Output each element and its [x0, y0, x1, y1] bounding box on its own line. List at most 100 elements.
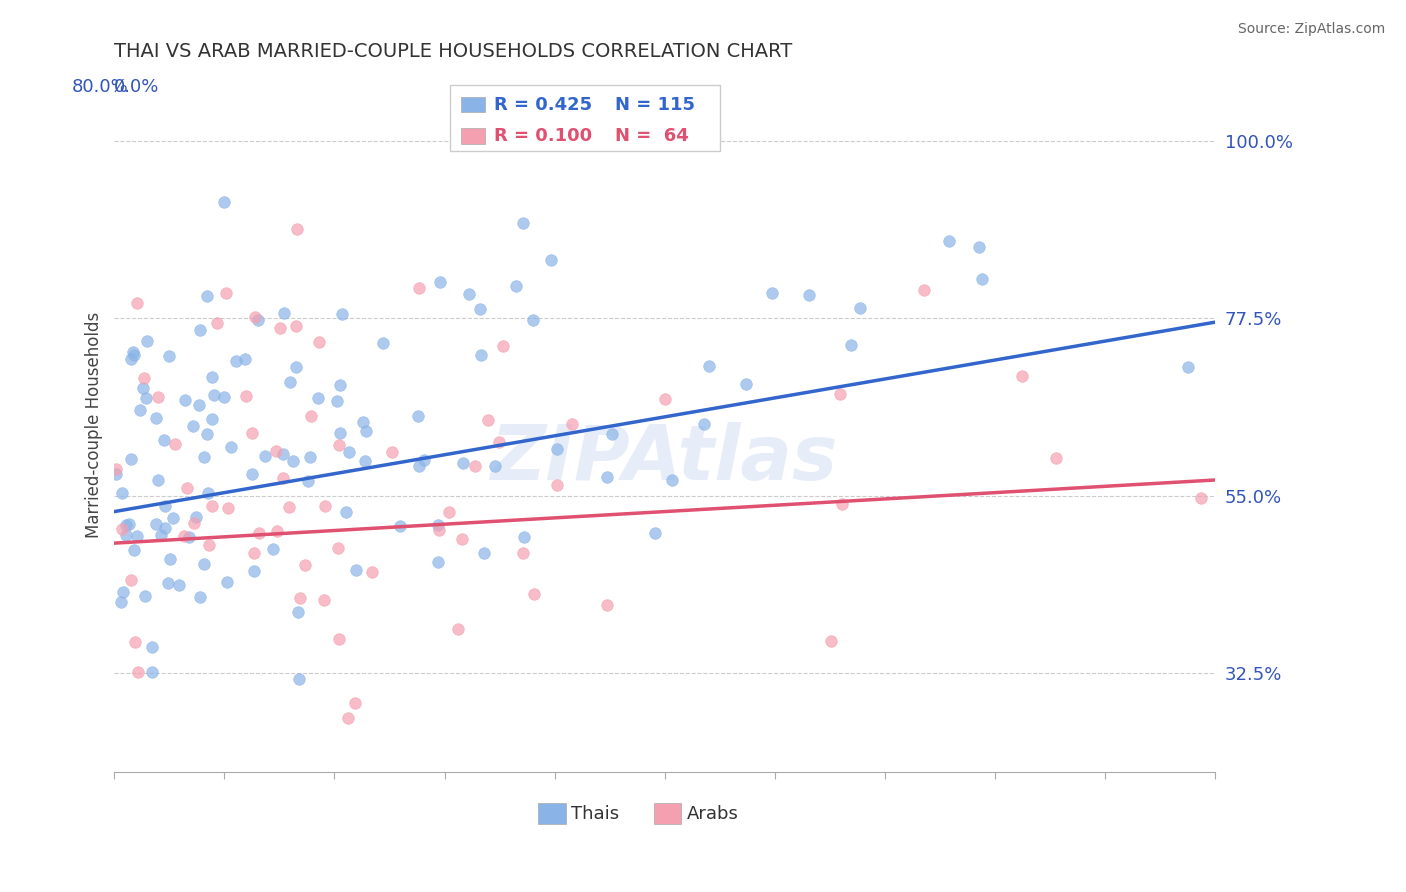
Point — [412, 453, 434, 467]
Text: N = 115: N = 115 — [614, 95, 695, 113]
Point — [427, 517, 450, 532]
Point — [287, 605, 309, 619]
Point — [281, 454, 304, 468]
Point — [198, 538, 221, 552]
Point — [697, 359, 720, 373]
Point — [596, 469, 619, 483]
Point — [132, 371, 155, 385]
Point — [127, 665, 149, 680]
Point — [447, 622, 470, 636]
Point — [135, 334, 157, 348]
Point — [839, 338, 862, 352]
Point — [561, 417, 583, 431]
Text: R = 0.100: R = 0.100 — [494, 127, 592, 145]
Point — [120, 573, 142, 587]
Point — [188, 323, 211, 337]
Point — [159, 551, 181, 566]
Point — [134, 589, 156, 603]
Point — [188, 590, 211, 604]
Point — [193, 557, 215, 571]
Text: THAI VS ARAB MARRIED-COUPLE HOUSEHOLDS CORRELATION CHART: THAI VS ARAB MARRIED-COUPLE HOUSEHOLDS C… — [114, 42, 793, 61]
Point — [214, 390, 236, 404]
Point — [153, 500, 176, 514]
FancyBboxPatch shape — [538, 803, 565, 824]
Point — [325, 393, 347, 408]
Point — [201, 370, 224, 384]
Point — [153, 521, 176, 535]
Point — [110, 595, 132, 609]
Point — [831, 497, 853, 511]
Point — [761, 285, 783, 300]
Point — [202, 388, 225, 402]
Point — [477, 413, 499, 427]
Point — [451, 532, 474, 546]
Point — [1189, 491, 1212, 505]
Point — [373, 335, 395, 350]
Point — [201, 411, 224, 425]
Point — [848, 301, 870, 316]
Point — [125, 296, 148, 310]
Point — [266, 524, 288, 538]
Point — [225, 354, 247, 368]
Point — [183, 516, 205, 531]
Point — [269, 321, 291, 335]
Point — [967, 240, 990, 254]
Point — [693, 417, 716, 431]
Point — [661, 474, 683, 488]
Point — [201, 500, 224, 514]
Point — [120, 452, 142, 467]
Point — [820, 634, 842, 648]
Point — [112, 585, 135, 599]
Point — [217, 575, 239, 590]
Point — [290, 591, 312, 605]
Point — [644, 526, 666, 541]
Point — [118, 516, 141, 531]
Point — [484, 458, 506, 473]
Point — [111, 522, 134, 536]
Point — [1045, 451, 1067, 466]
Point — [1177, 359, 1199, 374]
Point — [602, 427, 624, 442]
Point — [285, 319, 308, 334]
Point — [243, 546, 266, 560]
Point — [294, 558, 316, 573]
Point — [215, 286, 238, 301]
Point — [408, 281, 430, 295]
Point — [308, 334, 330, 349]
Point — [124, 635, 146, 649]
Point — [127, 529, 149, 543]
Point — [195, 288, 218, 302]
Point — [245, 310, 267, 325]
Point — [271, 446, 294, 460]
Point — [337, 711, 360, 725]
Point — [287, 672, 309, 686]
Point — [173, 529, 195, 543]
Point — [427, 523, 450, 537]
FancyBboxPatch shape — [654, 803, 681, 824]
Point — [734, 376, 756, 391]
Point — [970, 272, 993, 286]
Point — [271, 471, 294, 485]
Point — [546, 442, 568, 456]
Text: 80.0%: 80.0% — [72, 78, 128, 95]
Point — [328, 438, 350, 452]
Point — [285, 359, 308, 374]
FancyBboxPatch shape — [461, 128, 485, 144]
Point — [468, 301, 491, 316]
Point — [426, 555, 449, 569]
Point — [273, 306, 295, 320]
Point — [167, 578, 190, 592]
Point — [797, 288, 820, 302]
Point — [335, 505, 357, 519]
Text: Arabs: Arabs — [686, 805, 738, 822]
Point — [330, 307, 353, 321]
Point — [437, 505, 460, 519]
Point — [249, 525, 271, 540]
Point — [492, 339, 515, 353]
Point — [157, 349, 180, 363]
Point — [488, 435, 510, 450]
Point — [505, 279, 527, 293]
FancyBboxPatch shape — [461, 97, 485, 112]
Point — [177, 530, 200, 544]
FancyBboxPatch shape — [450, 85, 720, 151]
